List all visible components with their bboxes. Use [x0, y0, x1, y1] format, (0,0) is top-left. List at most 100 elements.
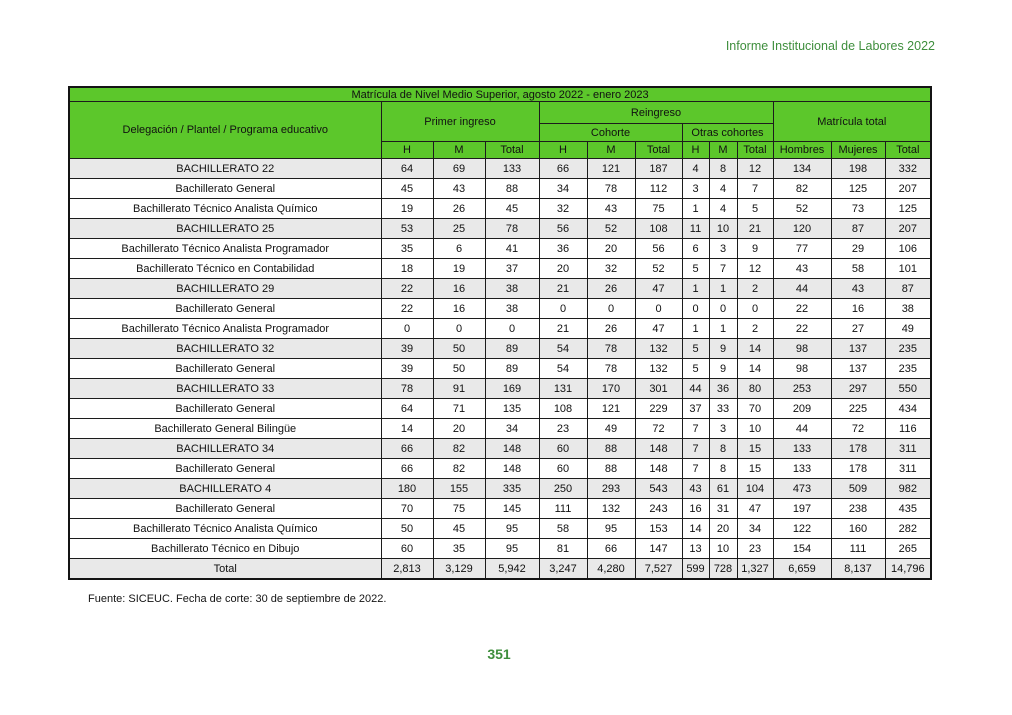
value-cell: 75 [634, 198, 683, 219]
value-cell: 133 [484, 158, 540, 179]
value-cell: 178 [830, 438, 886, 459]
value-cell: 1 [708, 278, 738, 299]
value-cell: 209 [772, 398, 832, 419]
value-cell: 20 [708, 518, 738, 539]
value-cell: 25 [432, 218, 486, 239]
value-cell: 8 [708, 458, 738, 479]
table-row: Bachillerato General 66 82 148 60 88 148 7 8 15 13… [68, 458, 932, 479]
value-cell: 49 [884, 318, 932, 339]
value-cell: 238 [830, 498, 886, 519]
value-cell: 2 [736, 318, 774, 339]
value-cell: 134 [772, 158, 832, 179]
value-cell: 7 [708, 258, 738, 279]
value-cell: 52 [586, 218, 636, 239]
row-label: Bachillerato General [68, 358, 382, 379]
value-cell: 111 [830, 538, 886, 559]
value-cell: 88 [586, 438, 636, 459]
value-cell: 4 [708, 178, 738, 199]
value-cell: 44 [772, 278, 832, 299]
subheader-cell: H [538, 141, 588, 159]
header-primer-ingreso: Primer ingreso [380, 101, 540, 142]
value-cell: 293 [586, 478, 636, 499]
row-label: Bachillerato Técnico Analista Programado… [68, 318, 382, 339]
value-cell: 82 [772, 178, 832, 199]
total-row: Total 2,813 3,129 5,942 3,247 4,280 7,527 599 72… [68, 558, 932, 580]
value-cell: 11 [681, 218, 710, 239]
value-cell: 91 [432, 378, 486, 399]
value-cell: 22 [380, 298, 434, 319]
value-cell: 20 [538, 258, 588, 279]
value-cell: 120 [772, 218, 832, 239]
value-cell: 0 [736, 298, 774, 319]
value-cell: 95 [586, 518, 636, 539]
value-cell: 131 [538, 378, 588, 399]
value-cell: 7 [736, 178, 774, 199]
value-cell: 155 [432, 478, 486, 499]
value-cell: 3 [681, 178, 710, 199]
value-cell: 125 [884, 198, 932, 219]
value-cell: 137 [830, 358, 886, 379]
value-cell: 0 [586, 298, 636, 319]
value-cell: 434 [884, 398, 932, 419]
value-cell: 8,137 [830, 558, 886, 580]
value-cell: 12 [736, 258, 774, 279]
row-label: Bachillerato General [68, 458, 382, 479]
value-cell: 95 [484, 518, 540, 539]
table-row: Bachillerato General 45 43 88 34 78 112 3 4 7 82 12… [68, 178, 932, 199]
value-cell: 87 [830, 218, 886, 239]
subheader-cell: H [380, 141, 434, 159]
value-cell: 8 [708, 438, 738, 459]
table-row: Bachillerato General 70 75 145 111 132 243 16 31… [68, 498, 932, 519]
value-cell: 54 [538, 358, 588, 379]
value-cell: 82 [432, 458, 486, 479]
value-cell: 728 [708, 558, 738, 580]
group-row: BACHILLERATO 22 64 69 133 66 121 187 4 8 12 134 198… [68, 158, 932, 179]
value-cell: 16 [432, 298, 486, 319]
value-cell: 34 [538, 178, 588, 199]
value-cell: 7 [681, 458, 710, 479]
value-cell: 198 [830, 158, 886, 179]
report-header-title: Informe Institucional de Labores 2022 [725, 39, 935, 53]
value-cell: 170 [586, 378, 636, 399]
value-cell: 14,796 [884, 558, 932, 580]
value-cell: 7,527 [634, 558, 683, 580]
row-label: BACHILLERATO 4 [68, 478, 382, 499]
value-cell: 235 [884, 358, 932, 379]
value-cell: 60 [538, 458, 588, 479]
value-cell: 9 [736, 238, 774, 259]
value-cell: 88 [586, 458, 636, 479]
value-cell: 26 [432, 198, 486, 219]
table-row: Bachillerato Técnico en Contabilidad 18 19… [68, 258, 932, 279]
value-cell: 6 [681, 238, 710, 259]
value-cell: 108 [538, 398, 588, 419]
value-cell: 6,659 [772, 558, 832, 580]
value-cell: 78 [586, 178, 636, 199]
value-cell: 229 [634, 398, 683, 419]
value-cell: 473 [772, 478, 832, 499]
row-label: Bachillerato General Bilingüe [68, 418, 382, 439]
value-cell: 4 [708, 198, 738, 219]
value-cell: 49 [586, 418, 636, 439]
table-title: Matrícula de Nivel Medio Superior, agost… [68, 86, 932, 102]
value-cell: 14 [380, 418, 434, 439]
value-cell: 50 [432, 338, 486, 359]
value-cell: 23 [736, 538, 774, 559]
value-cell: 145 [484, 498, 540, 519]
value-cell: 38 [484, 298, 540, 319]
value-cell: 2,813 [380, 558, 434, 580]
value-cell: 33 [708, 398, 738, 419]
value-cell: 54 [538, 338, 588, 359]
value-cell: 154 [772, 538, 832, 559]
subheader-cell: H [681, 141, 710, 159]
value-cell: 21 [736, 218, 774, 239]
table-row: Bachillerato Técnico Analista Químico 50 4… [68, 518, 932, 539]
value-cell: 43 [772, 258, 832, 279]
value-cell: 16 [432, 278, 486, 299]
value-cell: 121 [586, 398, 636, 419]
value-cell: 132 [586, 498, 636, 519]
value-cell: 311 [884, 438, 932, 459]
value-cell: 148 [484, 438, 540, 459]
value-cell: 56 [538, 218, 588, 239]
value-cell: 12 [736, 158, 774, 179]
value-cell: 34 [484, 418, 540, 439]
